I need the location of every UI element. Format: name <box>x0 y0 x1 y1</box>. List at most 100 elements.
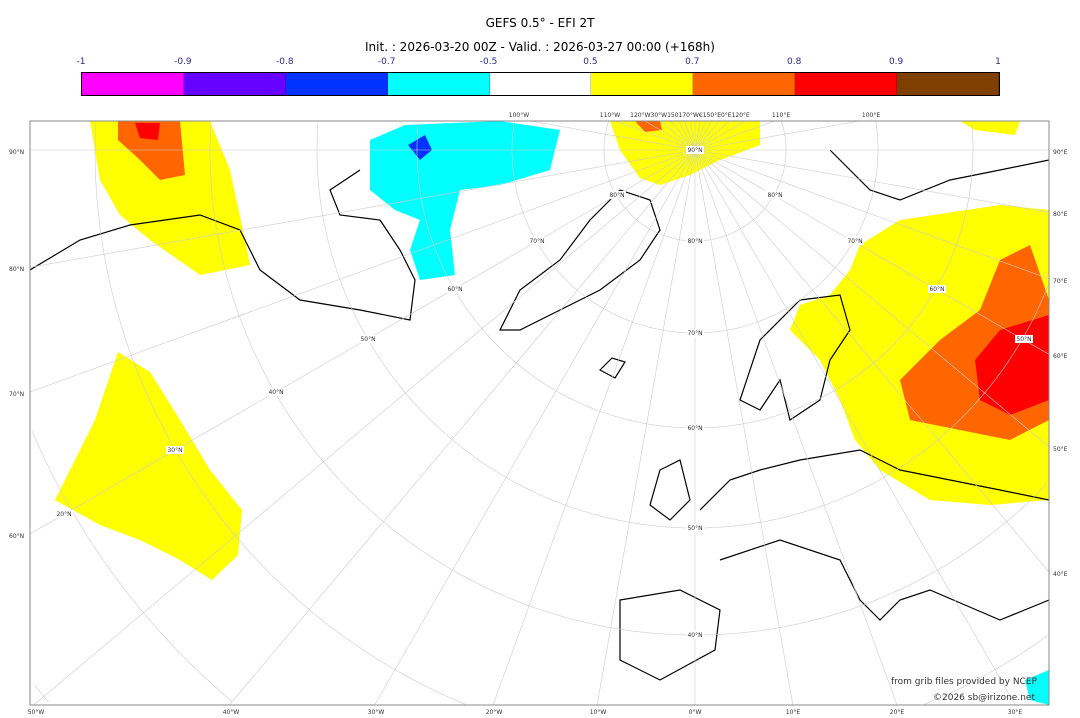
axis-label-bottom: 40°W <box>223 709 240 716</box>
meridian-line <box>684 121 696 151</box>
axis-label-bottom: 30°W <box>368 709 385 716</box>
graticule-label-background <box>766 191 784 199</box>
meridian-line <box>660 121 696 151</box>
meridian-line <box>694 121 720 151</box>
graticule-label-background <box>528 237 546 245</box>
meridian-line <box>694 121 775 151</box>
latitude-circle <box>34 684 49 703</box>
latitude-circle <box>603 121 787 242</box>
axis-label-right: 60°E <box>1053 353 1068 360</box>
axis-label-top: 110°W <box>600 112 620 119</box>
graticule-label-background <box>686 424 704 432</box>
axis-label-right: 90°E <box>1053 149 1068 156</box>
meridian-line <box>694 121 712 151</box>
meridian-line <box>615 121 696 151</box>
axis-label-bottom: 20°W <box>486 709 503 716</box>
graticule-label-background <box>608 191 626 199</box>
colorbar-swatch <box>693 73 796 95</box>
orange-area-pole <box>635 121 662 132</box>
latitude-circle <box>316 123 1049 529</box>
colorbar-tick: 0.9 <box>888 57 904 67</box>
meridian-line <box>694 121 860 151</box>
graticule <box>30 121 1049 705</box>
meridian-line <box>530 121 696 151</box>
colorbar <box>81 72 1000 96</box>
graticule-label-background <box>686 631 704 639</box>
meridian-line <box>694 149 898 705</box>
graticule-label: 60°N <box>447 286 462 293</box>
colorbar-swatch <box>795 73 898 95</box>
graticule-label: 60°N <box>929 286 944 293</box>
orange-area-canada <box>118 121 185 180</box>
graticule-label-background <box>686 329 704 337</box>
meridian-line <box>694 149 794 705</box>
graticule-label-background <box>846 237 864 245</box>
graticule-label: 50°N <box>1016 336 1031 343</box>
meridian-line <box>492 149 696 705</box>
axis-label-bottom: 10°W <box>590 709 607 716</box>
efi-fields <box>55 121 1049 705</box>
graticule-label-background <box>446 285 464 293</box>
axis-label-top: 100°W <box>509 112 529 119</box>
meridian-line <box>596 149 696 705</box>
colorbar-tick: 1 <box>995 57 1001 67</box>
meridian-line <box>694 121 746 151</box>
graticule-label: 80°N <box>609 192 624 199</box>
red-area-canada <box>135 123 160 140</box>
graticule-label: 20°N <box>56 511 71 518</box>
meridian-line <box>229 149 696 705</box>
graticule-label-background <box>686 237 704 245</box>
colorbar-tick: 0.7 <box>685 57 700 67</box>
axis-label-top: 120°W30°W150170°W€150°E0°E120°E <box>630 112 750 119</box>
axis-label-left: 90°N <box>9 149 24 156</box>
axis-label-bottom: 50°W <box>28 709 45 716</box>
meridian-line <box>694 121 701 151</box>
graticule-label: 70°N <box>847 238 862 245</box>
meridian-line <box>694 149 1049 448</box>
graticule-label: 40°N <box>268 389 283 396</box>
axis-label-left: 70°N <box>9 391 24 398</box>
meridian-line <box>670 121 696 151</box>
coastlines <box>30 149 1049 681</box>
axis-label-bottom: 0°W <box>689 709 702 716</box>
colorbar-tick: -0.9 <box>174 57 192 67</box>
latitude-circle <box>31 431 233 702</box>
graticule-label: 80°N <box>767 192 782 199</box>
map-frame <box>29 120 1050 706</box>
colorbar-swatch <box>591 73 694 95</box>
axis-label-right: 80°E <box>1053 211 1068 218</box>
credit-source: from grib files provided by NCEP <box>891 677 1037 687</box>
graticule-label: 70°N <box>687 330 702 337</box>
colorbar-swatch <box>82 73 184 95</box>
meridian-line <box>694 149 1049 573</box>
colorbar-swatch <box>387 73 490 95</box>
blue-area-arctic <box>408 135 432 160</box>
meridian-line <box>30 149 696 393</box>
yellow-area-small <box>960 121 1020 135</box>
colorbar-swatch <box>183 73 286 95</box>
meridian-line <box>694 149 1016 705</box>
meridian-line <box>374 149 696 705</box>
yellow-area-pole <box>610 121 760 185</box>
meridian-line <box>33 149 696 705</box>
axis-label-right: 70°E <box>1053 278 1068 285</box>
graticule-label: 80°N <box>687 238 702 245</box>
meridian-line <box>678 121 696 151</box>
graticule-label: 70°N <box>529 238 544 245</box>
axis-label-top: 100°E <box>862 112 880 119</box>
graticule-label-background <box>686 524 704 532</box>
map-subtitle: Init. : 2026-03-20 00Z - Valid. : 2026-0… <box>365 40 715 54</box>
meridian-line <box>689 121 696 151</box>
axis-label-right: 40°E <box>1053 571 1068 578</box>
colorbar-tick: -0.7 <box>377 57 396 67</box>
graticule-label-background <box>1015 335 1033 343</box>
cyan-area-se <box>1025 670 1049 705</box>
latitude-circle <box>209 124 1048 636</box>
meridian-line <box>694 149 1049 213</box>
graticule-label-background <box>166 446 184 454</box>
colorbar-tick: -1 <box>76 57 86 67</box>
cyan-area-arctic <box>370 121 560 280</box>
colorbar-tick: 0.5 <box>583 57 598 67</box>
colorbar-tick: -0.8 <box>275 57 294 67</box>
